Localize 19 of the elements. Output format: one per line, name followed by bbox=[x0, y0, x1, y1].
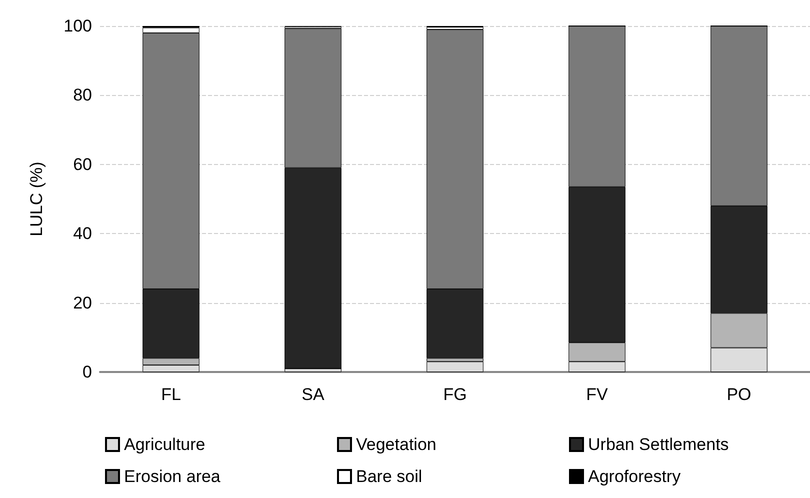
legend-label: Agroforestry bbox=[588, 467, 682, 486]
x-tick-label: FV bbox=[586, 385, 609, 404]
legend-label: Agriculture bbox=[124, 435, 206, 454]
legend-label: Urban Settlements bbox=[588, 435, 729, 454]
x-tick-label: SA bbox=[302, 385, 325, 404]
legend-label: Erosion area bbox=[124, 467, 221, 486]
y-tick-label: 100 bbox=[64, 16, 92, 36]
y-axis-title: LULC (%) bbox=[27, 162, 46, 236]
legend-label: Vegetation bbox=[356, 435, 436, 454]
y-tick-label: 20 bbox=[73, 293, 92, 312]
x-tick-label: FL bbox=[161, 385, 181, 404]
legend-label: Bare soil bbox=[356, 467, 422, 486]
x-tick-label: PO bbox=[726, 385, 752, 404]
bar bbox=[426, 362, 484, 372]
y-tick-label: 0 bbox=[82, 362, 92, 382]
y-tick-label: 60 bbox=[73, 154, 92, 174]
x-tick-label: FG bbox=[443, 385, 467, 404]
y-tick-label: 80 bbox=[73, 86, 92, 105]
y-tick-label: 40 bbox=[73, 224, 92, 244]
